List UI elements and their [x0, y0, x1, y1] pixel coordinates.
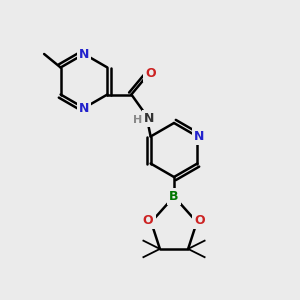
- Text: O: O: [143, 214, 154, 227]
- Text: B: B: [169, 190, 179, 203]
- Text: O: O: [146, 67, 156, 80]
- Text: N: N: [79, 101, 89, 115]
- Text: N: N: [194, 130, 204, 143]
- Text: O: O: [194, 214, 205, 227]
- Text: N: N: [144, 112, 154, 125]
- Text: N: N: [79, 47, 89, 61]
- Text: H: H: [133, 115, 142, 125]
